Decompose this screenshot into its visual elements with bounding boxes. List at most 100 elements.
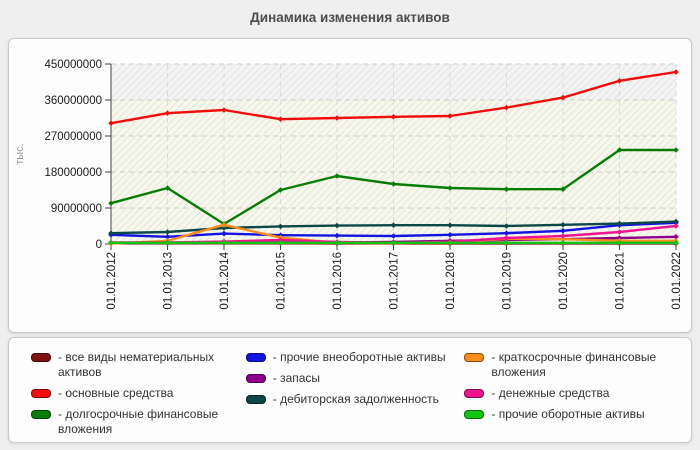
data-point-marker bbox=[334, 232, 340, 239]
data-point-marker bbox=[673, 240, 679, 246]
data-point-marker bbox=[560, 186, 566, 192]
legend-label-inventories: - запасы bbox=[272, 371, 321, 385]
data-point-marker bbox=[560, 228, 566, 234]
x-tick-label: 01.01.2015 bbox=[276, 252, 288, 310]
data-point-marker bbox=[616, 147, 623, 153]
y-axis-title: тыс. bbox=[14, 143, 26, 165]
data-point-marker bbox=[503, 230, 510, 236]
data-point-marker bbox=[447, 222, 453, 228]
x-tick-label: 01.01.2019 bbox=[502, 252, 514, 310]
data-point-marker bbox=[673, 218, 679, 225]
data-point-marker bbox=[164, 240, 171, 246]
legend-swatch-short_term_investments bbox=[464, 353, 485, 362]
data-point-marker bbox=[673, 69, 679, 75]
data-point-marker bbox=[390, 181, 397, 187]
data-point-marker bbox=[616, 78, 623, 84]
data-point-marker bbox=[164, 185, 171, 191]
series-markers-other_current_assets bbox=[108, 240, 679, 246]
legend-label-fixed_assets: - основные средства bbox=[58, 386, 174, 400]
legend-item-cash: - денежные средства bbox=[464, 386, 679, 401]
x-tick-label: 01.01.2017 bbox=[389, 252, 401, 310]
x-tick-label: 01.01.2016 bbox=[332, 252, 344, 310]
data-point-marker bbox=[164, 234, 171, 240]
legend-swatch-receivables bbox=[245, 395, 266, 404]
data-point-marker bbox=[503, 223, 510, 229]
legend-panel: - все виды нематериальных активов - основ… bbox=[8, 337, 692, 443]
series-markers-fixed_assets bbox=[108, 69, 679, 126]
legend-item-receivables: - дебиторская задолженность bbox=[245, 392, 455, 407]
data-point-marker bbox=[560, 240, 566, 246]
data-point-marker bbox=[616, 220, 623, 227]
x-tick-label: 01.01.2022 bbox=[671, 252, 683, 310]
data-point-marker bbox=[108, 230, 114, 236]
legend-column-3: - краткосрочные финансовые вложения - ден… bbox=[464, 350, 679, 434]
legend-label-other_current_assets: - прочие оборотные активы bbox=[491, 407, 645, 421]
y-tick-label: 270000000 bbox=[44, 131, 102, 143]
data-point-marker bbox=[560, 222, 566, 228]
y-tick-label: 0 bbox=[96, 239, 102, 251]
data-point-marker bbox=[673, 234, 679, 240]
data-point-marker bbox=[277, 223, 284, 230]
x-tick-label: 01.01.2020 bbox=[558, 252, 570, 310]
legend-item-other_current_assets: - прочие оборотные активы bbox=[464, 407, 679, 422]
series-markers-other_noncurrent_assets bbox=[108, 220, 679, 240]
legend-label-short_term_investments: - краткосрочные финансовые вложения bbox=[491, 350, 657, 379]
data-point-marker bbox=[334, 222, 340, 229]
data-point-marker bbox=[616, 229, 623, 235]
x-tick-label: 01.01.2018 bbox=[445, 252, 457, 310]
legend-label-receivables: - дебиторская задолженность bbox=[272, 392, 439, 406]
data-point-marker bbox=[390, 222, 397, 228]
legend-column-1: - все виды нематериальных активов - основ… bbox=[31, 350, 236, 437]
data-point-marker bbox=[390, 114, 397, 120]
data-point-marker bbox=[221, 225, 227, 231]
data-point-marker bbox=[673, 223, 679, 229]
data-point-marker bbox=[560, 236, 566, 242]
x-tick-label: 01.01.2013 bbox=[163, 252, 175, 310]
data-point-marker bbox=[447, 240, 453, 246]
legend-item-fixed_assets: - основные средства bbox=[31, 386, 236, 401]
data-point-marker bbox=[277, 187, 284, 193]
legend-swatch-other_current_assets bbox=[464, 410, 485, 419]
legend-item-short_term_investments: - краткосрочные финансовые вложения bbox=[464, 350, 679, 380]
data-point-marker bbox=[560, 233, 566, 239]
y-tick-label: 90000000 bbox=[51, 203, 102, 215]
data-point-marker bbox=[108, 200, 114, 206]
legend-label-intangible_assets: - все виды нематериальных активов bbox=[58, 350, 215, 379]
chart-panel: 0 90000000 180000000 270000000 360000000 4500… bbox=[8, 38, 692, 333]
data-point-marker bbox=[503, 104, 510, 111]
data-point-marker bbox=[108, 240, 114, 246]
data-point-marker bbox=[221, 240, 227, 246]
data-point-marker bbox=[334, 173, 340, 179]
data-point-marker bbox=[164, 229, 171, 235]
data-point-marker bbox=[277, 240, 284, 246]
legend-swatch-inventories bbox=[245, 374, 266, 383]
data-point-marker bbox=[447, 113, 453, 119]
data-point-marker bbox=[334, 240, 340, 246]
y-tick-label: 450000000 bbox=[44, 59, 102, 71]
legend-swatch-long_term_investments bbox=[31, 410, 51, 419]
page-title: Динамика изменения активов bbox=[250, 10, 450, 25]
data-point-marker bbox=[221, 222, 227, 228]
legend-swatch-intangible_assets bbox=[31, 353, 51, 362]
series-markers-receivables bbox=[108, 218, 679, 236]
data-point-marker bbox=[447, 232, 453, 238]
data-point-marker bbox=[503, 240, 510, 246]
legend-item-long_term_investments: - долгосрочные финансовые вложения bbox=[31, 407, 236, 437]
data-point-marker bbox=[503, 186, 510, 192]
x-tick-label: 01.01.2012 bbox=[106, 252, 118, 310]
data-point-marker bbox=[616, 240, 623, 246]
y-tick-label: 360000000 bbox=[44, 95, 102, 107]
legend-swatch-fixed_assets bbox=[31, 389, 51, 398]
x-tick-label: 01.01.2014 bbox=[219, 251, 231, 309]
legend-item-other_noncurrent_assets: - прочие внеоборотные активы bbox=[245, 350, 455, 365]
legend-label-long_term_investments: - долгосрочные финансовые вложения bbox=[58, 407, 219, 436]
data-point-marker bbox=[447, 185, 453, 191]
data-point-marker bbox=[221, 230, 227, 237]
data-point-marker bbox=[560, 94, 566, 101]
x-tick-label: 01.01.2021 bbox=[615, 252, 627, 310]
legend-column-2: - прочие внеоборотные активы - запасы - де… bbox=[245, 350, 455, 434]
data-point-marker bbox=[390, 233, 397, 239]
data-point-marker bbox=[221, 107, 227, 113]
legend-label-cash: - денежные средства bbox=[491, 386, 610, 400]
data-point-marker bbox=[164, 110, 171, 116]
